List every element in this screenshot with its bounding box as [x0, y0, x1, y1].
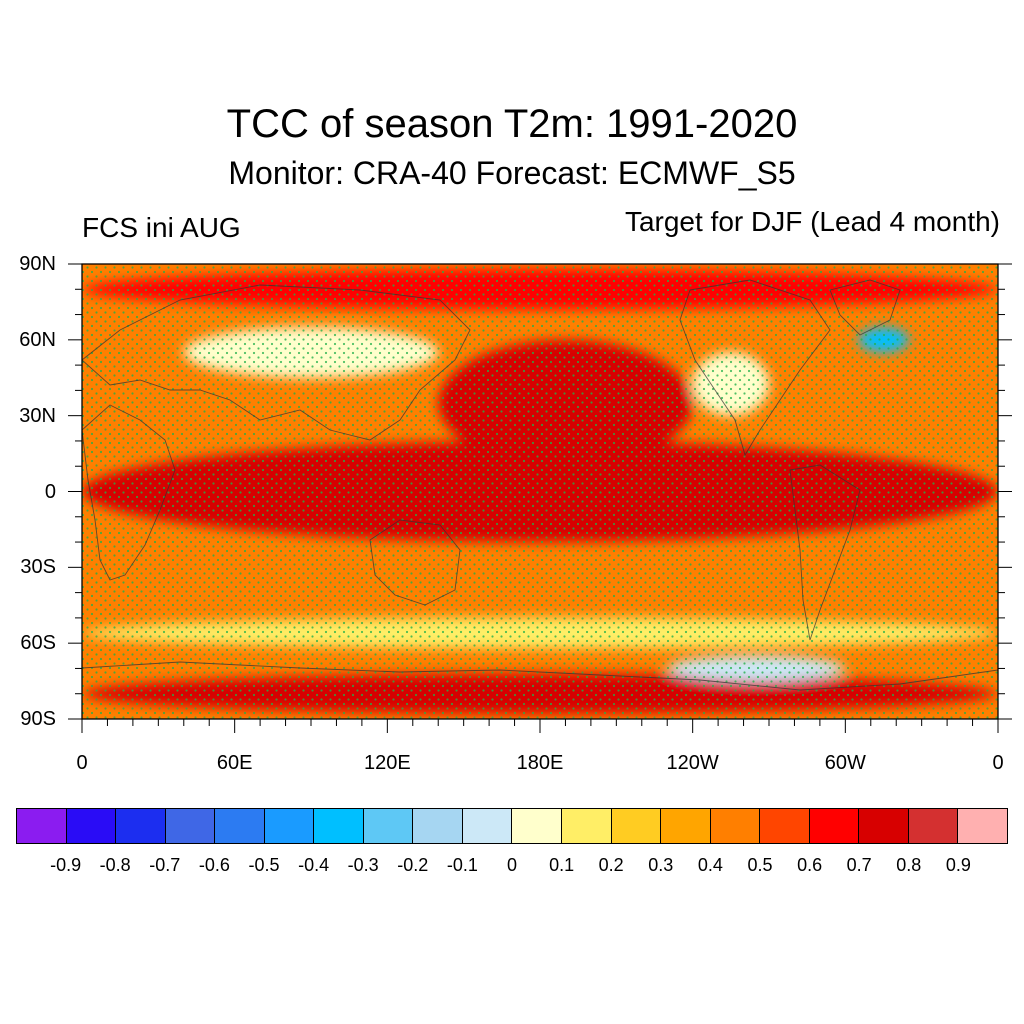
coastline-antarctica [82, 661, 998, 691]
colorbar-label: -0.4 [298, 855, 330, 875]
colorbar-label: -0.1 [446, 855, 478, 875]
coastline-greenland [829, 279, 901, 336]
colorbar-label: 0.9 [945, 855, 971, 875]
colorbar-swatch [859, 809, 909, 843]
lat-tick-label: 30S [20, 556, 56, 579]
colorbar-label: -0.7 [149, 855, 181, 875]
colorbar-swatch [165, 809, 216, 843]
colorbar-swatch [314, 809, 364, 843]
coastline-africa [82, 404, 176, 581]
colorbar-swatch [17, 809, 67, 843]
colorbar-swatch [760, 809, 810, 843]
colorbar-label: -0.3 [347, 855, 379, 875]
colorbar-label: 0.6 [797, 855, 823, 875]
colorbar-label: -0.6 [198, 855, 230, 875]
colorbar-swatch [562, 809, 612, 843]
lon-tick-label: 120W [666, 752, 719, 774]
map-subtitle: Monitor: CRA-40 Forecast: ECMWF_S5 [228, 155, 796, 191]
colorbar-label: 0.5 [747, 855, 773, 875]
lon-tick-label: 60W [824, 752, 866, 774]
colorbar-label: 0 [506, 855, 517, 875]
colorbar-label: 0.8 [896, 855, 922, 875]
lat-tick-label: 90S [20, 708, 56, 730]
lat-tick-label: 60S [20, 632, 56, 655]
map-field [82, 264, 998, 719]
colorbar-label: -0.2 [397, 855, 429, 875]
coastline-south-america [789, 464, 861, 641]
lat-tick-label: 0 [44, 480, 56, 503]
colorbar-label: -0.8 [99, 855, 131, 875]
lon-tick-label: 0 [992, 752, 1004, 774]
lat-tick-label: 30N [19, 404, 56, 427]
colorbar-swatch [215, 809, 265, 843]
lat-tick-label: 90N [19, 253, 56, 275]
coastline-north-america [679, 279, 831, 457]
lon-tick-label: 180E [516, 752, 564, 774]
colorbar-swatch [462, 809, 513, 843]
target-label: Target for DJF (Lead 4 month) [624, 206, 1000, 237]
colorbar [16, 808, 1008, 844]
colorbar-label: 0.3 [648, 855, 674, 875]
coastline-eurasia [82, 284, 471, 441]
colorbar-swatch [363, 809, 414, 843]
colorbar-swatch [908, 809, 959, 843]
axis-ticks [68, 263, 1012, 733]
colorbar-swatch [413, 809, 463, 843]
colorbar-swatch [710, 809, 761, 843]
lon-tick-label: 60E [216, 752, 253, 774]
colorbar-swatch [512, 809, 563, 843]
significance-stipple [82, 264, 998, 719]
colorbar-swatch [611, 809, 662, 843]
colorbar-label: 0.1 [549, 855, 575, 875]
coastline-australia [369, 519, 461, 606]
colorbar-swatch [958, 809, 1007, 843]
colorbar-swatch [809, 809, 860, 843]
colorbar-swatch [661, 809, 711, 843]
lon-tick-label: 120E [363, 752, 411, 774]
lat-tick-label: 60N [19, 328, 56, 351]
colorbar-label: 0.4 [697, 855, 723, 875]
colorbar-swatch [116, 809, 166, 843]
map-title: TCC of season T2m: 1991-2020 [226, 102, 798, 146]
colorbar-label: 0.2 [598, 855, 624, 875]
colorbar-swatch [66, 809, 117, 843]
colorbar-label: -0.9 [50, 855, 82, 875]
colorbar-label: 0.7 [846, 855, 872, 875]
colorbar-label: -0.5 [248, 855, 280, 875]
coastlines [82, 279, 998, 691]
colorbar-swatch [264, 809, 315, 843]
lon-tick-label: 0 [76, 752, 88, 774]
init-label: FCS ini AUG [82, 212, 241, 243]
